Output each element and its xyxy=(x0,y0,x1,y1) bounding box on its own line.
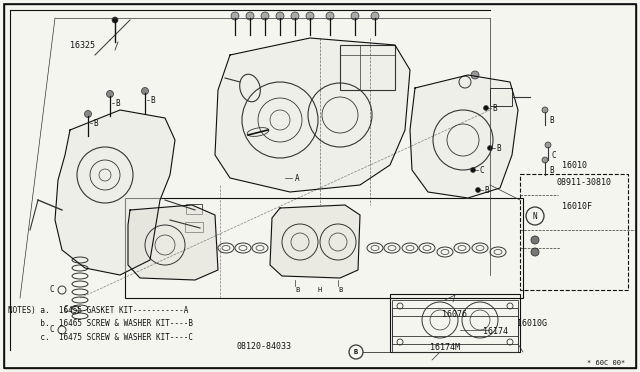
Text: 08120-84033: 08120-84033 xyxy=(237,342,292,351)
Text: B: B xyxy=(93,119,98,128)
Text: 16325: 16325 xyxy=(70,41,95,50)
Circle shape xyxy=(471,71,479,79)
Bar xyxy=(520,174,628,290)
Circle shape xyxy=(542,107,548,113)
Circle shape xyxy=(231,12,239,20)
Circle shape xyxy=(306,12,314,20)
Circle shape xyxy=(261,12,269,20)
Circle shape xyxy=(531,236,539,244)
Polygon shape xyxy=(215,38,410,192)
Text: C: C xyxy=(479,166,484,174)
Bar xyxy=(392,300,518,336)
Circle shape xyxy=(371,12,379,20)
Circle shape xyxy=(483,106,488,110)
Text: 16010: 16010 xyxy=(562,161,587,170)
Bar xyxy=(340,45,395,90)
Circle shape xyxy=(326,12,334,20)
Text: B: B xyxy=(150,96,155,105)
Text: B: B xyxy=(484,186,488,195)
Circle shape xyxy=(531,248,539,256)
Text: C: C xyxy=(50,285,54,295)
Bar xyxy=(392,308,518,344)
Circle shape xyxy=(291,12,299,20)
Text: 16076: 16076 xyxy=(442,310,467,319)
Bar xyxy=(490,88,512,106)
Text: 08911-30810: 08911-30810 xyxy=(557,178,612,187)
Circle shape xyxy=(542,157,548,163)
Circle shape xyxy=(141,87,148,94)
Text: H: H xyxy=(318,287,323,293)
Text: 16010F: 16010F xyxy=(562,202,592,211)
Text: c.  16475 SCREW & WASHER KIT----C: c. 16475 SCREW & WASHER KIT----C xyxy=(8,334,193,343)
Bar xyxy=(390,294,520,352)
Text: B: B xyxy=(115,99,120,108)
Text: N: N xyxy=(532,212,538,221)
Circle shape xyxy=(112,17,118,23)
Text: B: B xyxy=(492,103,497,112)
Circle shape xyxy=(246,12,254,20)
Bar xyxy=(186,204,202,214)
Text: b.  16465 SCREW & WASHER KIT----B: b. 16465 SCREW & WASHER KIT----B xyxy=(8,320,193,328)
Text: C: C xyxy=(50,326,54,334)
Circle shape xyxy=(84,110,92,118)
Text: * 60C 00*: * 60C 00* xyxy=(587,360,625,366)
Bar xyxy=(392,316,518,352)
Text: B: B xyxy=(338,287,342,293)
Text: B: B xyxy=(496,144,500,153)
Circle shape xyxy=(106,90,113,97)
Text: A: A xyxy=(295,173,300,183)
Text: 16010G: 16010G xyxy=(517,319,547,328)
Circle shape xyxy=(276,12,284,20)
Circle shape xyxy=(545,142,551,148)
Text: 16174: 16174 xyxy=(483,327,508,336)
Text: C: C xyxy=(552,151,557,160)
Bar xyxy=(185,222,203,232)
Text: C: C xyxy=(63,305,68,314)
Circle shape xyxy=(488,145,493,151)
Circle shape xyxy=(476,187,481,192)
Circle shape xyxy=(351,12,359,20)
Bar xyxy=(125,198,523,298)
Polygon shape xyxy=(410,75,518,198)
Text: NOTES) a.  16455 GASKET KIT-----------A: NOTES) a. 16455 GASKET KIT-----------A xyxy=(8,305,188,314)
Polygon shape xyxy=(55,110,175,275)
Text: B: B xyxy=(354,349,358,355)
Text: B: B xyxy=(549,166,554,174)
Circle shape xyxy=(470,167,476,173)
Polygon shape xyxy=(270,205,360,278)
Text: B: B xyxy=(549,115,554,125)
Text: 16174M: 16174M xyxy=(430,343,460,352)
Text: B: B xyxy=(295,287,300,293)
Polygon shape xyxy=(128,205,218,280)
